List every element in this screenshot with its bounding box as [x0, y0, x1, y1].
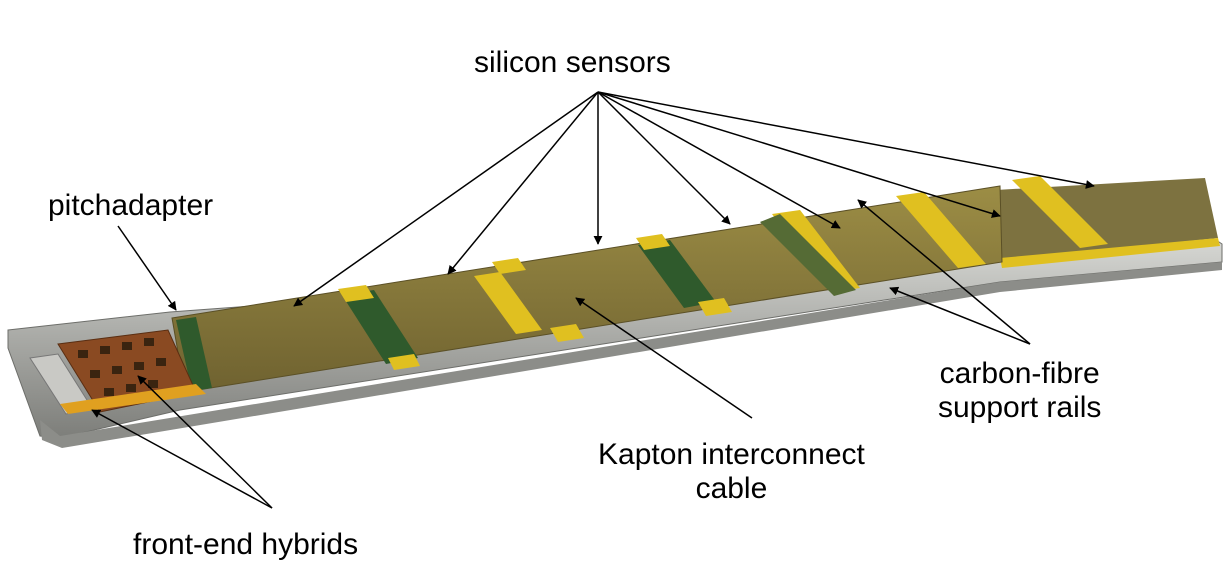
- label-front-end-hybrids: front-end hybrids: [133, 528, 359, 561]
- sensor-step: [760, 214, 856, 296]
- label-kapton-interconnect-cable: Kapton interconnect cable: [598, 438, 865, 506]
- arrow-carbon-1: [857, 199, 1031, 345]
- label-pitchadapter: pitchadapter: [48, 189, 214, 222]
- arrow-silicon-2: [447, 91, 599, 275]
- label-kapton-line2: cable: [695, 472, 768, 505]
- kapton-band-2: [638, 240, 716, 308]
- rail-front-edge: [40, 262, 1222, 448]
- hybrid-components: [78, 338, 166, 396]
- label-silicon-sensors: silicon sensors: [474, 46, 671, 79]
- label-carbon-line1: carbon-fibre: [939, 357, 1100, 390]
- arrow-hybrid-1: [91, 409, 273, 509]
- yellow-pad-2: [388, 354, 420, 370]
- annotation-arrows: [91, 91, 1095, 509]
- arrow-silicon-5: [597, 91, 841, 229]
- yellow-pad-4: [492, 258, 526, 274]
- yellow-pad-5: [550, 324, 584, 342]
- yellow-pad-7: [698, 298, 732, 316]
- arrow-pitchadapter: [117, 225, 177, 311]
- yellow-pad-10: [1012, 176, 1108, 248]
- arrow-silicon-7: [597, 91, 1095, 189]
- yellow-pad-9: [896, 192, 986, 268]
- label-kapton-line1: Kapton interconnect: [598, 438, 865, 471]
- yellow-pad-1: [338, 285, 374, 302]
- hybrid-orange-edge: [60, 384, 206, 414]
- kapton-band-1: [342, 290, 418, 364]
- end-sensor-yellow-edge: [1000, 238, 1220, 268]
- label-carbon-line2: support rails: [938, 391, 1102, 424]
- yellow-pad-3: [474, 272, 542, 334]
- arrow-kapton: [575, 297, 753, 419]
- arrow-carbon-2: [889, 286, 1031, 345]
- kapton-band-3: [176, 317, 212, 391]
- arrow-silicon-1: [293, 91, 599, 307]
- label-carbon-fibre-support-rails: carbon-fibre support rails: [938, 357, 1101, 425]
- arrow-silicon-4: [597, 91, 731, 225]
- arrow-hybrid-2: [137, 375, 273, 509]
- arrow-silicon-6: [597, 91, 1001, 218]
- yellow-pad-6: [636, 234, 670, 250]
